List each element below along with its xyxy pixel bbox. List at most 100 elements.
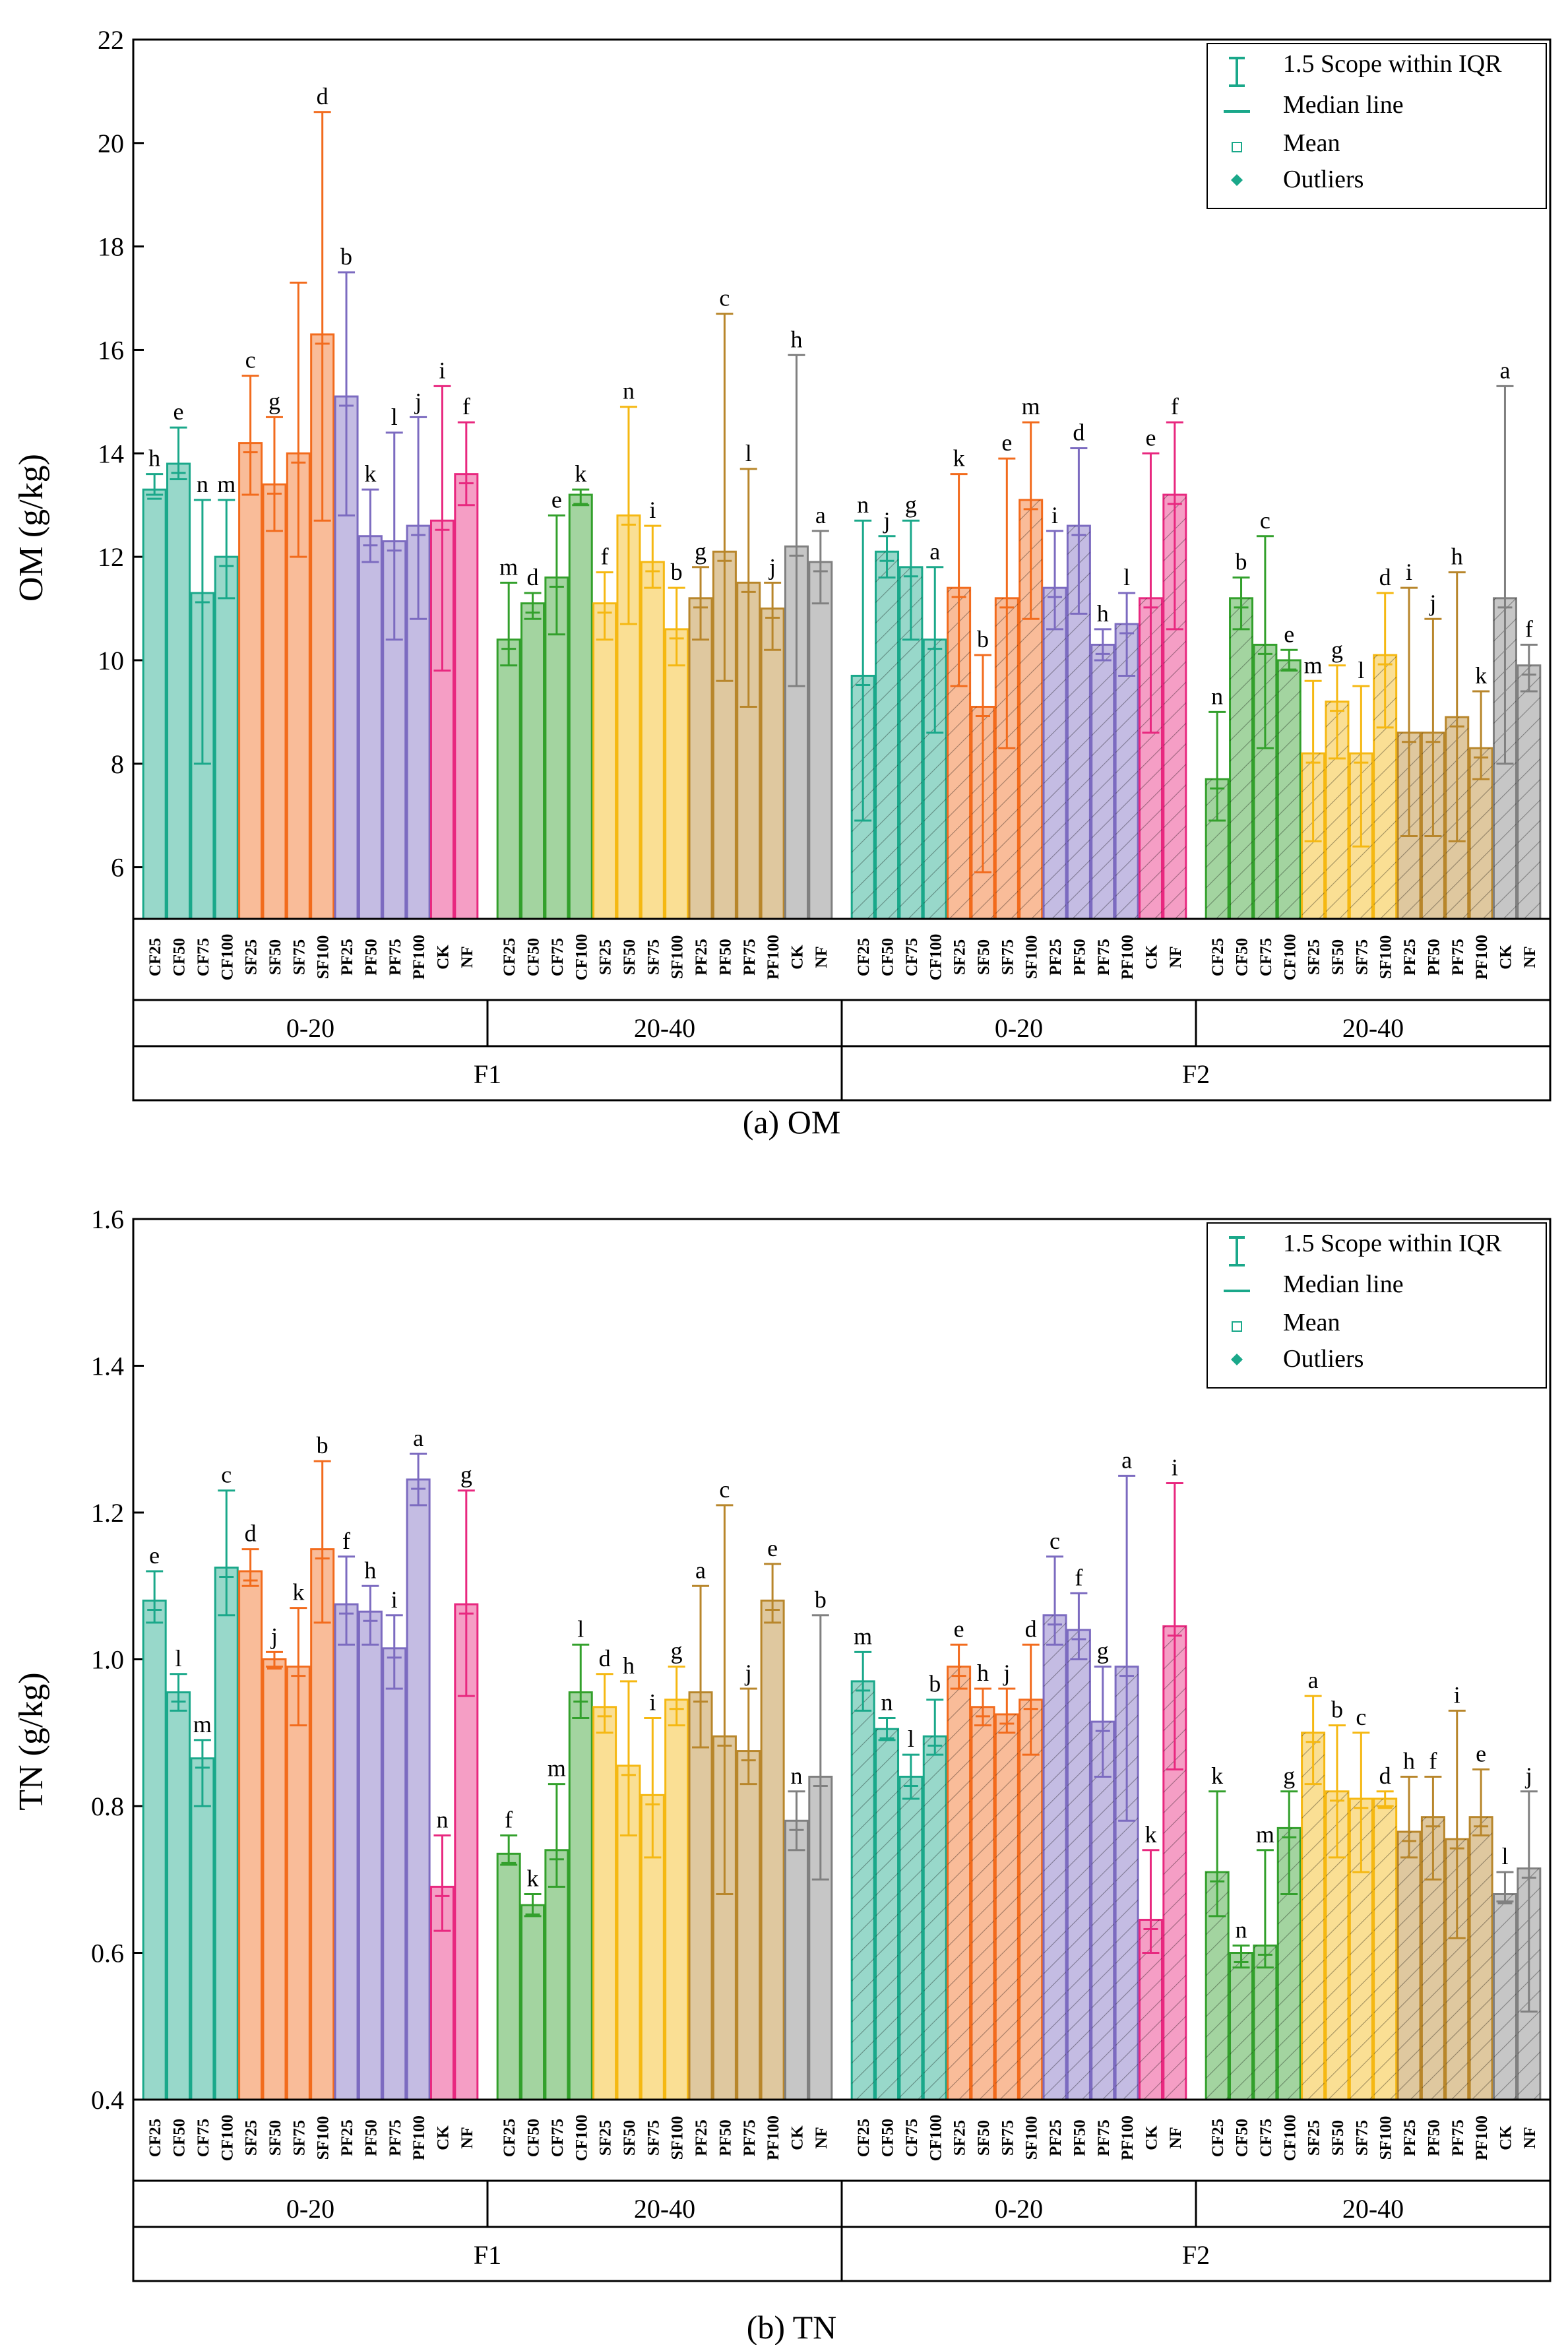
panel-0-category-label: PF25	[1047, 939, 1065, 976]
panel-1-depth-label: 0-20	[995, 2194, 1043, 2224]
panel-1-sig-letter: e	[954, 1615, 964, 1642]
mean-square-icon	[1232, 1321, 1242, 1332]
panel-0-sig-letter: l	[1358, 657, 1364, 683]
panel-0-bar-hatch	[875, 551, 898, 919]
panel-1-category-label: SF50	[621, 2120, 639, 2156]
panel-1-sig-letter: h	[364, 1557, 376, 1583]
panel-0-category-label: SF75	[999, 939, 1017, 975]
panel-0-category-label: CF25	[146, 938, 164, 976]
panel-1-sig-letter: m	[548, 1755, 566, 1782]
panel-a-ylabel: OM (g/kg)	[13, 454, 50, 602]
panel-0-ytick-label: 12	[98, 542, 124, 572]
panel-0-legend	[1207, 43, 1547, 209]
panel-1-bar-hatch	[1067, 1630, 1090, 2100]
panel-0-category-label: SF50	[1329, 939, 1347, 975]
panel-1-bar	[760, 1600, 785, 2101]
panel-1-category-label: SF100	[1377, 2116, 1395, 2160]
panel-1-bar	[166, 1691, 191, 2101]
panel-0-category-label: CK	[1497, 945, 1515, 970]
panel-1-sig-letter: j	[744, 1660, 752, 1686]
panel-0-category-label: CF75	[195, 938, 212, 976]
panel-1-sig-letter: k	[1211, 1763, 1223, 1789]
panel-1-sig-letter: a	[1121, 1447, 1132, 1473]
panel-0-category-label: CK	[1143, 945, 1160, 970]
panel-1-bar-hatch	[947, 1666, 970, 2100]
panel-1-sig-letter: k	[527, 1865, 539, 1892]
panel-0-sig-letter: d	[1379, 564, 1391, 590]
panel-0-category-label: CF75	[903, 938, 921, 976]
panel-1-sig-letter: f	[1075, 1564, 1082, 1590]
panel-1-sig-letter: c	[1356, 1704, 1366, 1730]
panel-0-category-label: CK	[788, 945, 806, 970]
panel-1-category-label: PF50	[716, 2119, 734, 2156]
panel-om: 6 8 10 12 14 16 18 20 22 h CF25 e CF50 n CF75 m CF100 c SF…	[98, 25, 1552, 1102]
panel-0-category-label: PF50	[1071, 939, 1088, 976]
panel-1-category-label: NF	[1521, 2127, 1539, 2148]
panel-1-ytick-label: 1.2	[91, 1498, 124, 1528]
panel-1-bar	[214, 1566, 239, 2101]
panel-0-sig-letter: j	[883, 507, 891, 534]
panel-0-bar-hatch	[1230, 598, 1253, 919]
panel-0-category-label: CF100	[573, 934, 590, 981]
panel-1-category-label: PF75	[741, 2119, 759, 2156]
panel-0-bar	[640, 561, 665, 920]
panel-1-category-label: PF100	[1119, 2115, 1137, 2160]
panel-0-sig-letter: m	[1022, 393, 1040, 420]
panel-0-sig-letter: i	[1051, 502, 1058, 528]
panel-0-category-label: PF75	[387, 939, 404, 976]
panel-1-depth-label: 0-20	[286, 2194, 334, 2224]
panel-1-category-label: PF75	[1449, 2119, 1467, 2156]
panel-0-bar	[142, 488, 167, 920]
panel-0-category-label: PF25	[1401, 939, 1419, 976]
panel-0-bar	[214, 555, 239, 920]
panel-1-ytick-label: 0.6	[91, 1939, 124, 1968]
panel-0-bar	[808, 561, 833, 920]
panel-0-category-label: PF75	[1449, 939, 1467, 976]
panel-1-bar-hatch	[995, 1714, 1019, 2100]
panel-1-category-label: SF75	[644, 2120, 662, 2156]
panel-0-sig-letter: e	[1284, 621, 1294, 647]
panel-0-sig-letter: a	[929, 538, 940, 565]
panel-1-sig-letter: d	[245, 1520, 257, 1547]
panel-0-category-label: SF25	[951, 939, 969, 975]
panel-0-ytick-label: 16	[98, 335, 124, 365]
panel-1-bar-hatch	[1253, 1945, 1276, 2100]
panel-0-category-label: PF100	[1473, 935, 1491, 980]
panel-1-ytick-label: 0.4	[91, 2085, 124, 2115]
panel-0-sig-letter: k	[1475, 662, 1487, 689]
panel-1-bar	[142, 1600, 167, 2101]
panel-1-sig-letter: j	[270, 1623, 278, 1649]
panel-1-category-label: PF50	[1071, 2119, 1088, 2156]
panel-1-category-label: CK	[434, 2125, 452, 2150]
panel-0-bar-hatch	[1517, 665, 1540, 919]
panel-0-bar	[358, 535, 383, 920]
panel-0-sig-letter: b	[977, 626, 989, 652]
panel-1-category-label: PF25	[338, 2119, 356, 2156]
panel-0-bar	[760, 608, 785, 920]
panel-1-sig-letter: d	[1379, 1763, 1391, 1789]
panel-1-category-label: PF50	[362, 2119, 380, 2156]
panel-1-category-label: SF100	[669, 2116, 687, 2160]
panel-0-depth-label: 20-40	[1342, 1013, 1404, 1043]
panel-0-sig-letter: k	[953, 445, 965, 472]
panel-1-bar-hatch	[1044, 1615, 1067, 2100]
panel-0-category-label: NF	[813, 946, 831, 968]
panel-0-sig-letter: e	[551, 486, 562, 513]
panel-1-bar-hatch	[1470, 1817, 1493, 2100]
panel-1-sig-letter: i	[1454, 1681, 1460, 1708]
panel-1-bar	[736, 1750, 761, 2101]
panel-1-bar	[238, 1570, 263, 2101]
panel-1-bar-hatch	[852, 1681, 875, 2100]
panel-0-sig-letter: m	[217, 471, 235, 497]
panel-1-category-label: CF100	[927, 2115, 945, 2162]
panel-0-category-label: SF100	[669, 935, 687, 980]
panel-1-category-label: PF100	[410, 2115, 428, 2160]
panel-0-category-label: NF	[1167, 946, 1185, 968]
panel-0-category-label: SF75	[290, 939, 308, 975]
panel-1-sig-letter: f	[342, 1528, 350, 1554]
panel-1-category-label: PF50	[1425, 2119, 1443, 2156]
panel-1-category-label: SF25	[1305, 2120, 1323, 2156]
panel-1-sig-letter: a	[695, 1557, 706, 1583]
panel-0-sig-letter: b	[340, 243, 352, 270]
panel-0-category-label: PF25	[338, 939, 356, 976]
